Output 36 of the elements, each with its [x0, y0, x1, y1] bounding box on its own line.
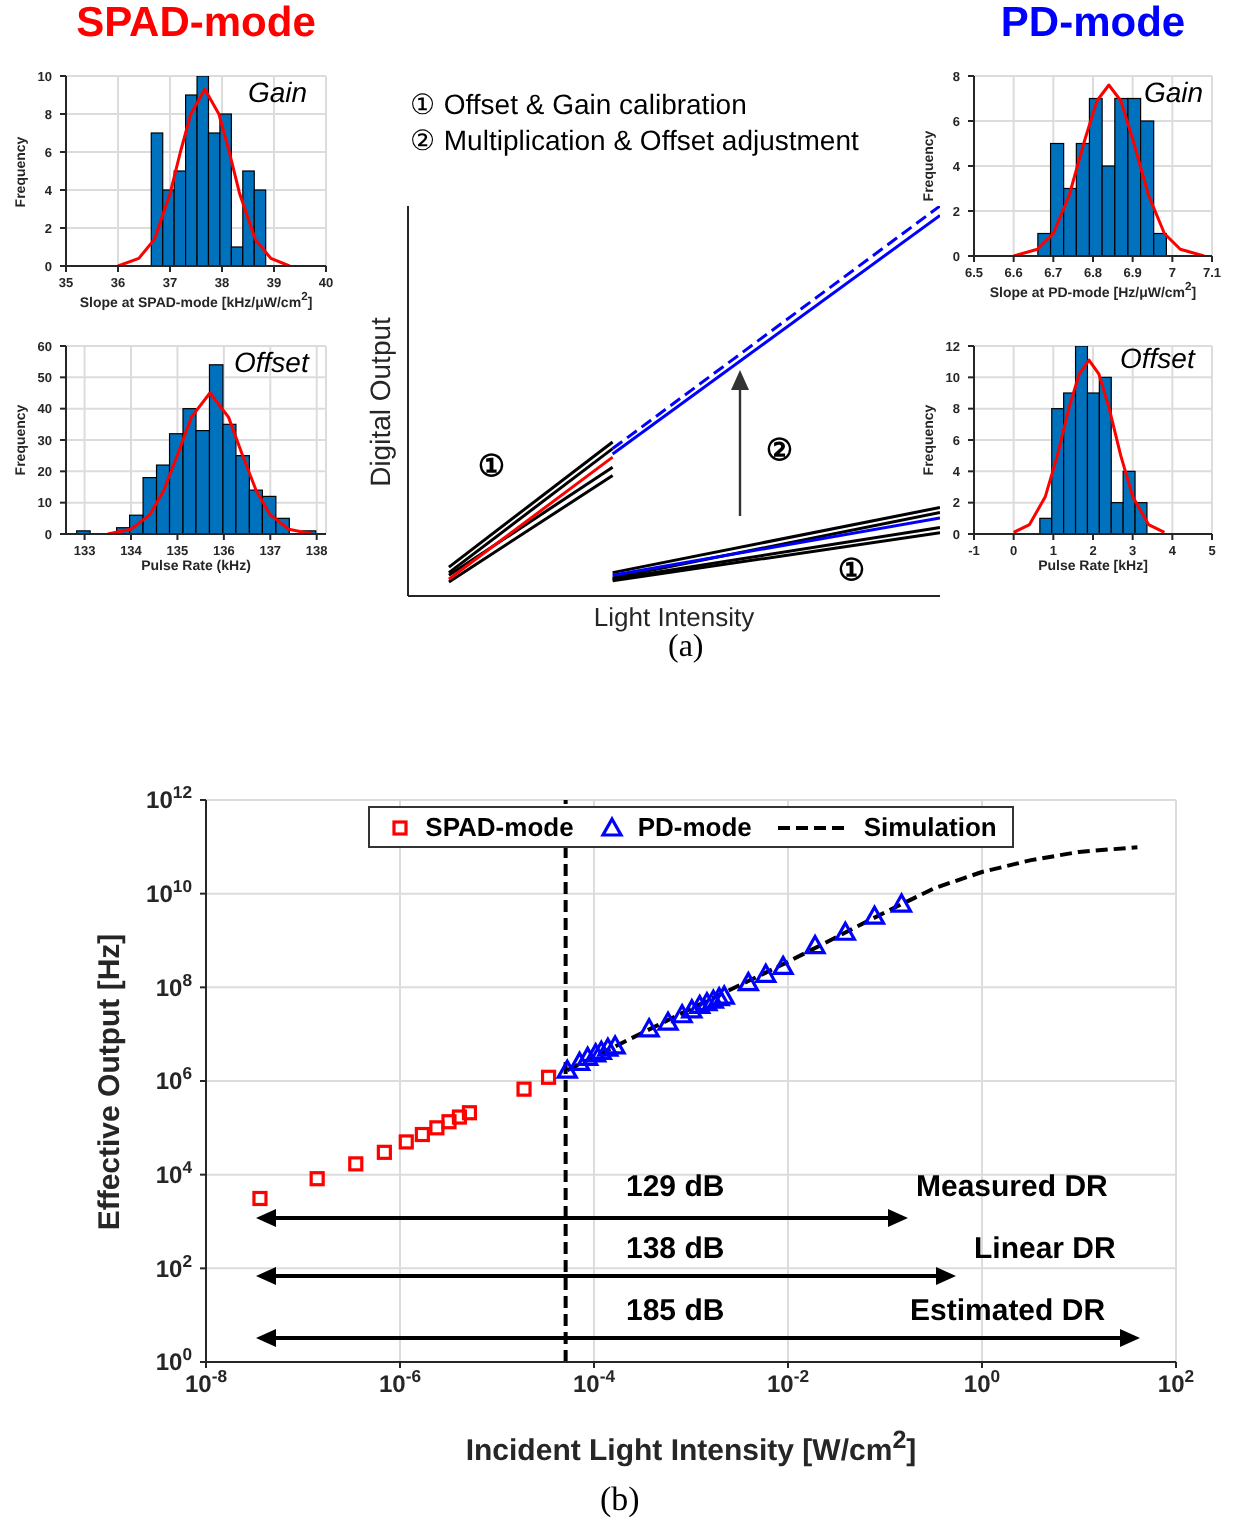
annotation: Offset: [1120, 342, 1195, 374]
y-axis-title: Digital Output: [364, 316, 396, 486]
chart-title: SPAD-mode: [74, 0, 318, 48]
y-tick-label: 10$^{6}$: [155, 1063, 193, 1096]
x-axis-title: Incident Light Intensity [W/cm$^{2}$]: [463, 1426, 919, 1468]
annotation: Linear DR: [974, 1232, 1116, 1266]
annotation: Gain: [1144, 76, 1204, 108]
x-tick-label: 10$^{-2}$: [766, 1366, 810, 1399]
x-tick-label: 10$^{2}$: [1157, 1366, 1195, 1399]
y-tick-label: 10$^{10}$: [146, 876, 193, 909]
annotation: 129 dB: [626, 1170, 725, 1204]
annotation: Offset: [234, 346, 309, 378]
annotation: 138 dB: [626, 1232, 725, 1266]
legend-label: Simulation: [863, 812, 997, 842]
text: ① Offset & Gain calibration: [410, 88, 747, 120]
x-axis-title: Light Intensity: [591, 602, 757, 632]
x-tick-label: 10$^{-6}$: [378, 1366, 422, 1399]
annotation: ①: [478, 450, 504, 486]
text: (a): [668, 630, 704, 666]
annotation: ②: [766, 434, 792, 470]
x-tick-label: 10$^{-4}$: [572, 1366, 616, 1399]
annotation: Gain: [248, 76, 308, 108]
annotation: Estimated DR: [910, 1294, 1106, 1328]
legend-label: SPAD-mode: [425, 812, 574, 842]
y-tick-label: 10$^{2}$: [155, 1250, 193, 1283]
y-tick-label: 10$^{12}$: [146, 782, 193, 815]
annotation: 185 dB: [626, 1294, 725, 1328]
chart-title: PD-mode: [998, 0, 1188, 48]
y-axis-title: Effective Output [Hz]: [93, 932, 127, 1230]
y-tick-label: 10$^{8}$: [155, 969, 193, 1002]
annotation: Measured DR: [916, 1170, 1108, 1204]
text: ② Multiplication & Offset adjustment: [410, 124, 859, 156]
annotation: ①: [838, 554, 864, 590]
y-tick-label: 10$^{4}$: [155, 1157, 193, 1190]
text: (b): [600, 1480, 640, 1520]
legend-label: PD-mode: [637, 812, 752, 842]
